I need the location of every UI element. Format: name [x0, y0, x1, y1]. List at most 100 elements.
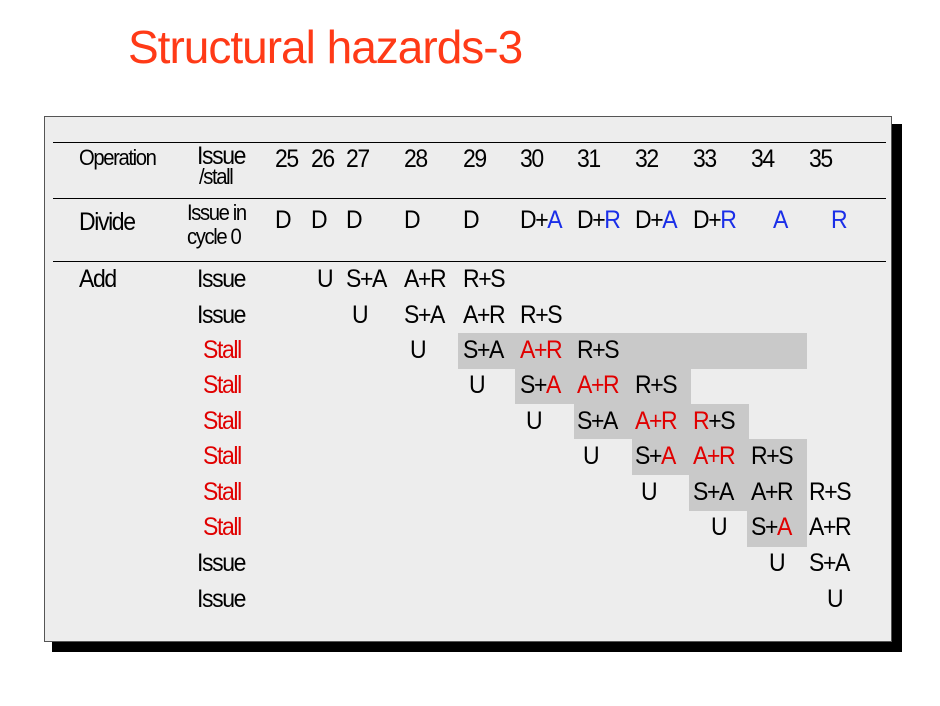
cell-part: S	[720, 407, 735, 435]
divide-cell: D+R	[577, 206, 621, 234]
divide-cell-part: D	[404, 206, 421, 234]
divide-cell-part: D	[346, 206, 363, 234]
pipeline-cell: S+A	[404, 301, 445, 329]
add-op: Add	[79, 265, 117, 293]
header-cycle: 28	[404, 145, 428, 173]
stall-shade	[515, 369, 691, 404]
pipeline-cell: U	[317, 265, 334, 293]
pipeline-cell: R+S	[635, 371, 678, 399]
stall-label: Stall	[203, 442, 242, 470]
pipeline-cell: S+A	[635, 442, 676, 470]
divide-cell: D	[463, 206, 480, 234]
divide-cell: D	[311, 206, 328, 234]
issue-label: Issue	[197, 549, 246, 577]
divide-cell: D	[404, 206, 421, 234]
pipeline-cell: U	[352, 301, 369, 329]
cell-part: A	[661, 442, 676, 470]
pipeline-cell: U	[410, 336, 427, 364]
pipeline-cell: A+R	[463, 301, 506, 329]
header-cycle: 34	[751, 145, 775, 173]
pipeline-cell: S+A	[693, 478, 734, 506]
pipeline-cell: A+R	[751, 478, 794, 506]
pipeline-cell: U	[583, 442, 600, 470]
pipeline-cell: A+R	[520, 336, 563, 364]
divide-cell-part: A	[773, 206, 788, 234]
pipeline-cell: S+A	[346, 265, 387, 293]
page-title: Structural hazards-3	[128, 21, 523, 73]
pipeline-cell: U	[526, 407, 543, 435]
divide-cell: D+R	[693, 206, 737, 234]
header-operation: Operation	[79, 145, 157, 170]
divide-issue-in: Issue in	[187, 200, 247, 225]
pipeline-cell: A+R	[809, 513, 852, 541]
header-cycle: 26	[311, 145, 335, 173]
header-cycle: 33	[693, 145, 717, 173]
divide-cell: D	[346, 206, 363, 234]
divide-cell: D+A	[520, 206, 563, 234]
header-stall: /stall	[199, 164, 234, 189]
issue-label: Issue	[197, 585, 246, 613]
divide-cell: D+A	[635, 206, 678, 234]
header-issue: Issue	[197, 142, 246, 170]
pipeline-cell: A+R	[577, 371, 620, 399]
cell-part: A	[751, 478, 766, 506]
divide-cell-part: D	[520, 206, 537, 234]
pipeline-cell: R+S	[809, 478, 852, 506]
pipeline-cell: R+S	[751, 442, 794, 470]
hazard-table: Operation Issue/stall 25 26 27 28 29 30 31 32 33 34…	[44, 116, 892, 642]
divide-cell-part: D	[275, 206, 292, 234]
divide-cell-part: +	[592, 206, 605, 234]
stall-label: Stall	[203, 336, 242, 364]
cell-plus: +	[533, 371, 547, 399]
pipeline-cell: R+S	[463, 265, 506, 293]
divide-cell-part: D	[693, 206, 710, 234]
stall-label: Stall	[203, 407, 242, 435]
issue-label: Issue	[197, 265, 246, 293]
cell-part: S	[751, 513, 766, 541]
pipeline-cell: A+R	[404, 265, 447, 293]
pipeline-cell: S+A	[463, 336, 504, 364]
pipeline-cell: U	[711, 513, 728, 541]
divide-cell-part: +	[708, 206, 721, 234]
header-cycle: 27	[346, 145, 370, 173]
pipeline-cell: R+S	[577, 336, 620, 364]
stall-shade	[574, 404, 749, 439]
pipeline-cell: S+A	[520, 371, 561, 399]
pipeline-cell: U	[469, 371, 486, 399]
table-rule	[53, 142, 886, 143]
header-cycle: 29	[463, 145, 487, 173]
divide-op: Divide	[79, 208, 136, 236]
divide-cell-part: D	[311, 206, 328, 234]
cell-part: R	[693, 407, 710, 435]
stall-shade	[689, 475, 807, 511]
divide-cell: R	[831, 206, 848, 234]
cell-part: S	[635, 442, 650, 470]
divide-cycle0: cycle 0	[187, 224, 242, 249]
divide-cell-part: R	[720, 206, 737, 234]
pipeline-cell: R+S	[693, 407, 736, 435]
pipeline-cell: A+R	[635, 407, 678, 435]
divide-cell: A	[773, 206, 788, 234]
divide-cell-part: +	[535, 206, 548, 234]
divide-cell: D	[275, 206, 292, 234]
pipeline-cell: U	[827, 585, 844, 613]
cell-plus: +	[708, 407, 721, 435]
pipeline-cell: U	[641, 478, 658, 506]
table-rule	[53, 261, 886, 262]
divide-cell-part: D	[463, 206, 480, 234]
table-rule	[53, 198, 886, 199]
divide-cell-part: D	[635, 206, 652, 234]
pipeline-cell: A+R	[693, 442, 736, 470]
cell-plus: +	[648, 442, 662, 470]
pipeline-cell: S+A	[577, 407, 618, 435]
divide-cell-part: R	[831, 206, 848, 234]
cell-plus: +	[764, 513, 778, 541]
pipeline-cell: S+A	[751, 513, 792, 541]
stall-label: Stall	[203, 513, 242, 541]
pipeline-cell: S+A	[809, 549, 850, 577]
stall-shade	[747, 511, 807, 547]
divide-cell-part: A	[662, 206, 677, 234]
pipeline-cell: U	[769, 549, 786, 577]
stall-shade	[458, 333, 807, 369]
cell-part: S	[520, 371, 535, 399]
